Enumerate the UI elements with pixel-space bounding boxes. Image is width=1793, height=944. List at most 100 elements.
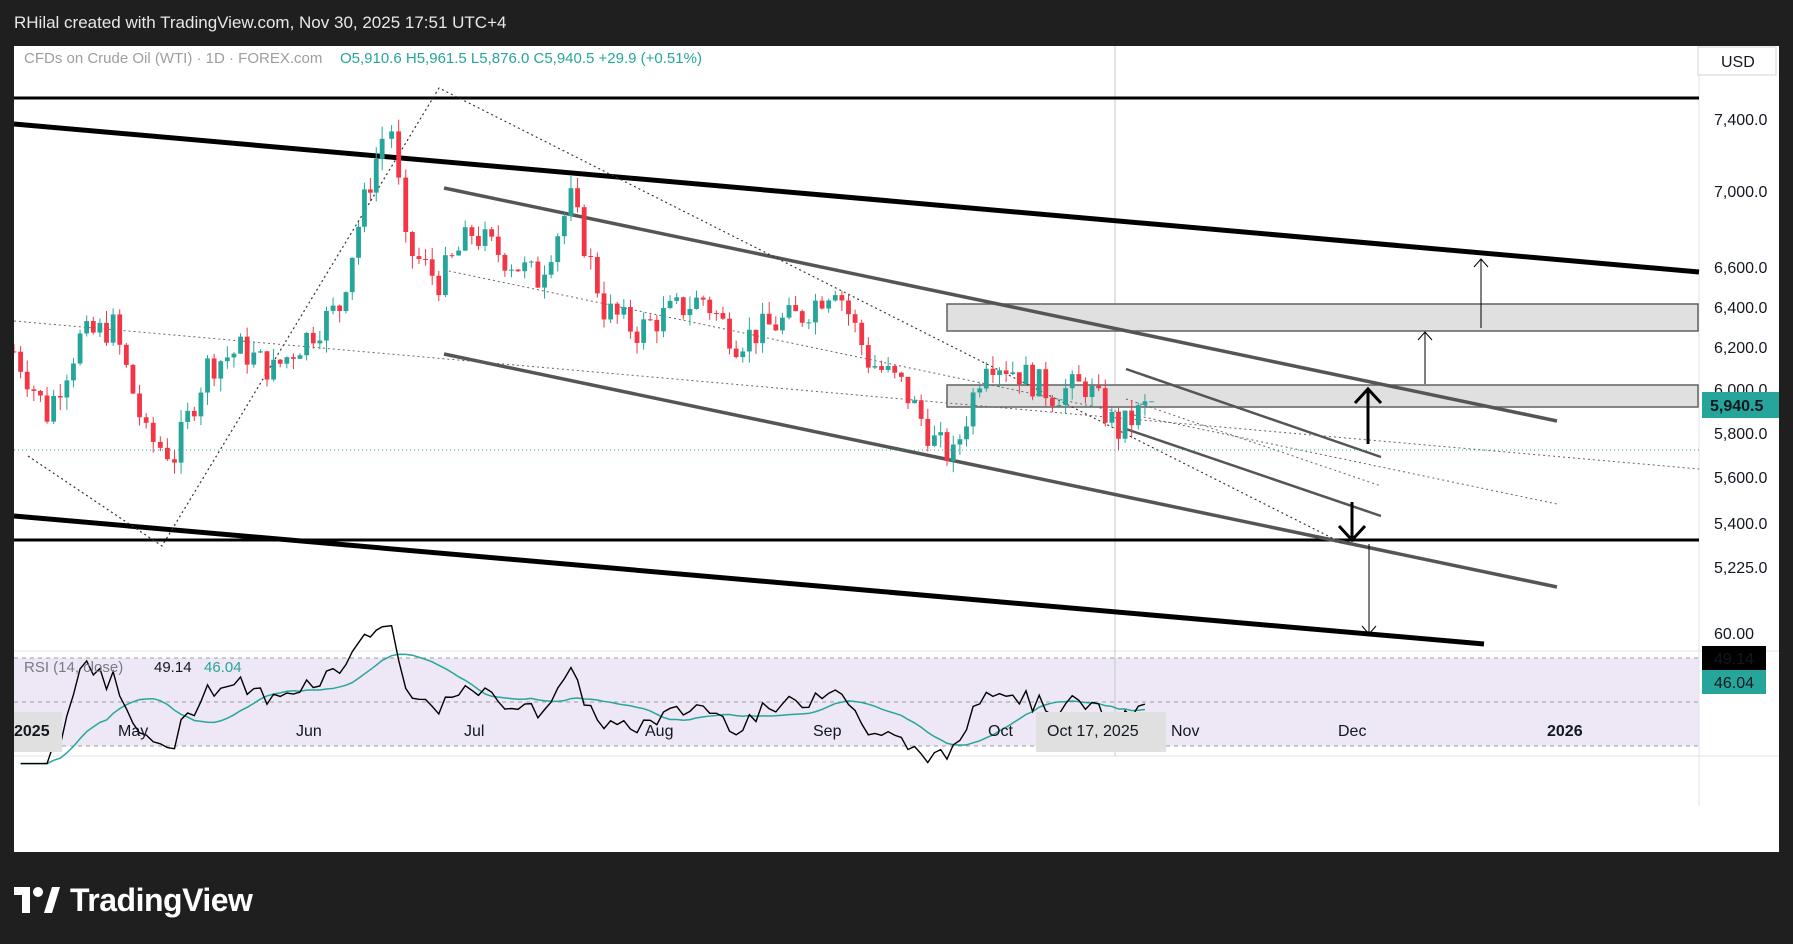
candle-body <box>1129 410 1135 426</box>
candle-body <box>700 297 706 300</box>
candle-body <box>509 269 514 271</box>
arrow-target-down[interactable] <box>1361 544 1377 635</box>
time-label-aug: Aug <box>645 723 673 740</box>
candle-body <box>198 392 204 417</box>
mid-channel-top[interactable] <box>443 186 1558 423</box>
candle-body <box>964 426 969 440</box>
candle-body <box>123 344 129 365</box>
tradingview-logo-icon <box>14 887 60 913</box>
resistance-zone-lower[interactable] <box>946 384 1699 408</box>
candle-body <box>304 332 310 356</box>
legend-ohlc: O5,910.6 H5,961.5 L5,876.0 C5,940.5 +29.… <box>340 50 702 67</box>
candle-body <box>1149 401 1154 403</box>
candle-body <box>14 351 17 353</box>
candle-body <box>429 259 435 276</box>
candle-body <box>746 329 752 352</box>
small-channel-top[interactable] <box>1125 367 1382 459</box>
small-channel-bottom[interactable] <box>1125 427 1382 518</box>
candle-body <box>31 389 37 391</box>
arrow-target-up-1[interactable] <box>1473 258 1489 328</box>
last-price-label: 5,940.5 <box>1710 398 1763 415</box>
time-label-may: May <box>118 723 148 740</box>
candle-body <box>1003 370 1009 374</box>
candle-body <box>1050 398 1055 406</box>
price-tick: 5,800.0 <box>1714 426 1767 443</box>
candle-body <box>879 366 884 370</box>
candle-body <box>423 258 428 260</box>
candle-body <box>310 332 316 344</box>
candle-body <box>581 207 587 257</box>
candle-body <box>839 295 845 301</box>
candle-body <box>865 345 871 368</box>
candle-body <box>449 255 455 257</box>
major-channel-bottom[interactable] <box>14 513 1485 647</box>
candle-body <box>647 319 653 321</box>
candle-body <box>469 227 475 236</box>
candle-body <box>456 250 462 256</box>
candle-body <box>667 300 673 309</box>
price-tick: 7,000.0 <box>1714 184 1767 201</box>
candle-body <box>117 314 123 345</box>
candle-body <box>373 158 379 193</box>
candle-body <box>1069 374 1075 389</box>
chart-frame[interactable]: CFDs on Crude Oil (WTI) · 1D · FOREX.com… <box>14 46 1779 852</box>
candle-body <box>185 410 191 422</box>
candle-body <box>130 364 136 394</box>
major-channel-top[interactable] <box>14 121 1700 275</box>
time-label-nov: Nov <box>1171 723 1199 740</box>
arrow-bearish[interactable] <box>1337 502 1367 543</box>
time-label-2025: 2025 <box>14 723 50 740</box>
candle-body <box>24 371 30 390</box>
candle-body <box>918 400 924 419</box>
rsi-ma-badge <box>1702 670 1766 694</box>
candle-body <box>997 370 1002 375</box>
candle-body <box>476 235 481 246</box>
rsi-ma-value: 46.04 <box>204 659 242 676</box>
candle-body <box>826 300 832 309</box>
candle-body <box>522 262 528 272</box>
chart-canvas[interactable]: CFDs on Crude Oil (WTI) · 1D · FOREX.com… <box>14 46 1779 852</box>
candle-body <box>317 340 323 344</box>
candle-body <box>905 376 911 404</box>
legend-symbol: CFDs on Crude Oil (WTI) · 1D · FOREX.com <box>24 50 322 67</box>
candle-body <box>137 393 142 418</box>
brand-name: TradingView <box>70 881 253 918</box>
candle-body <box>1076 374 1082 382</box>
candle-body <box>436 275 442 296</box>
candle-body <box>362 189 367 227</box>
brand-footer: TradingView <box>14 878 253 922</box>
candle-body <box>482 229 488 246</box>
candle-body <box>859 322 865 346</box>
candle-body <box>912 400 917 404</box>
candle-body <box>396 131 402 178</box>
time-label-jul: Jul <box>464 723 484 740</box>
candle-body <box>555 236 561 263</box>
candle-body <box>143 417 149 423</box>
candle-body <box>694 297 699 309</box>
time-label-dec: Dec <box>1338 723 1366 740</box>
resistance-zone-upper[interactable] <box>946 303 1699 332</box>
candle-body <box>324 310 329 341</box>
candle-body <box>528 261 534 263</box>
candle-body <box>218 361 224 379</box>
candle-body <box>575 188 580 208</box>
candle-body <box>389 131 394 139</box>
arrow-target-up-2[interactable] <box>1417 331 1433 384</box>
currency-box[interactable] <box>1697 46 1777 76</box>
candle-body <box>793 305 799 312</box>
candle-body <box>885 365 891 370</box>
candle-body <box>568 188 574 217</box>
crosshair-date-box <box>1036 712 1166 752</box>
candle-body <box>178 421 184 463</box>
candle-body <box>379 138 385 159</box>
time-axis[interactable]: 2025 May Jun Jul Aug Sep Oct Oct 17, 202… <box>14 712 1583 752</box>
zigzag-dotted <box>27 87 1345 547</box>
candle-body <box>938 432 944 436</box>
rsi-line <box>20 624 1146 765</box>
arrow-bullish[interactable] <box>1353 386 1383 444</box>
candle-body <box>90 321 96 333</box>
candle-body <box>654 319 660 332</box>
candle-body <box>291 357 296 359</box>
price-tick: 5,400.0 <box>1714 516 1767 533</box>
mid-channel-bottom[interactable] <box>443 352 1558 589</box>
